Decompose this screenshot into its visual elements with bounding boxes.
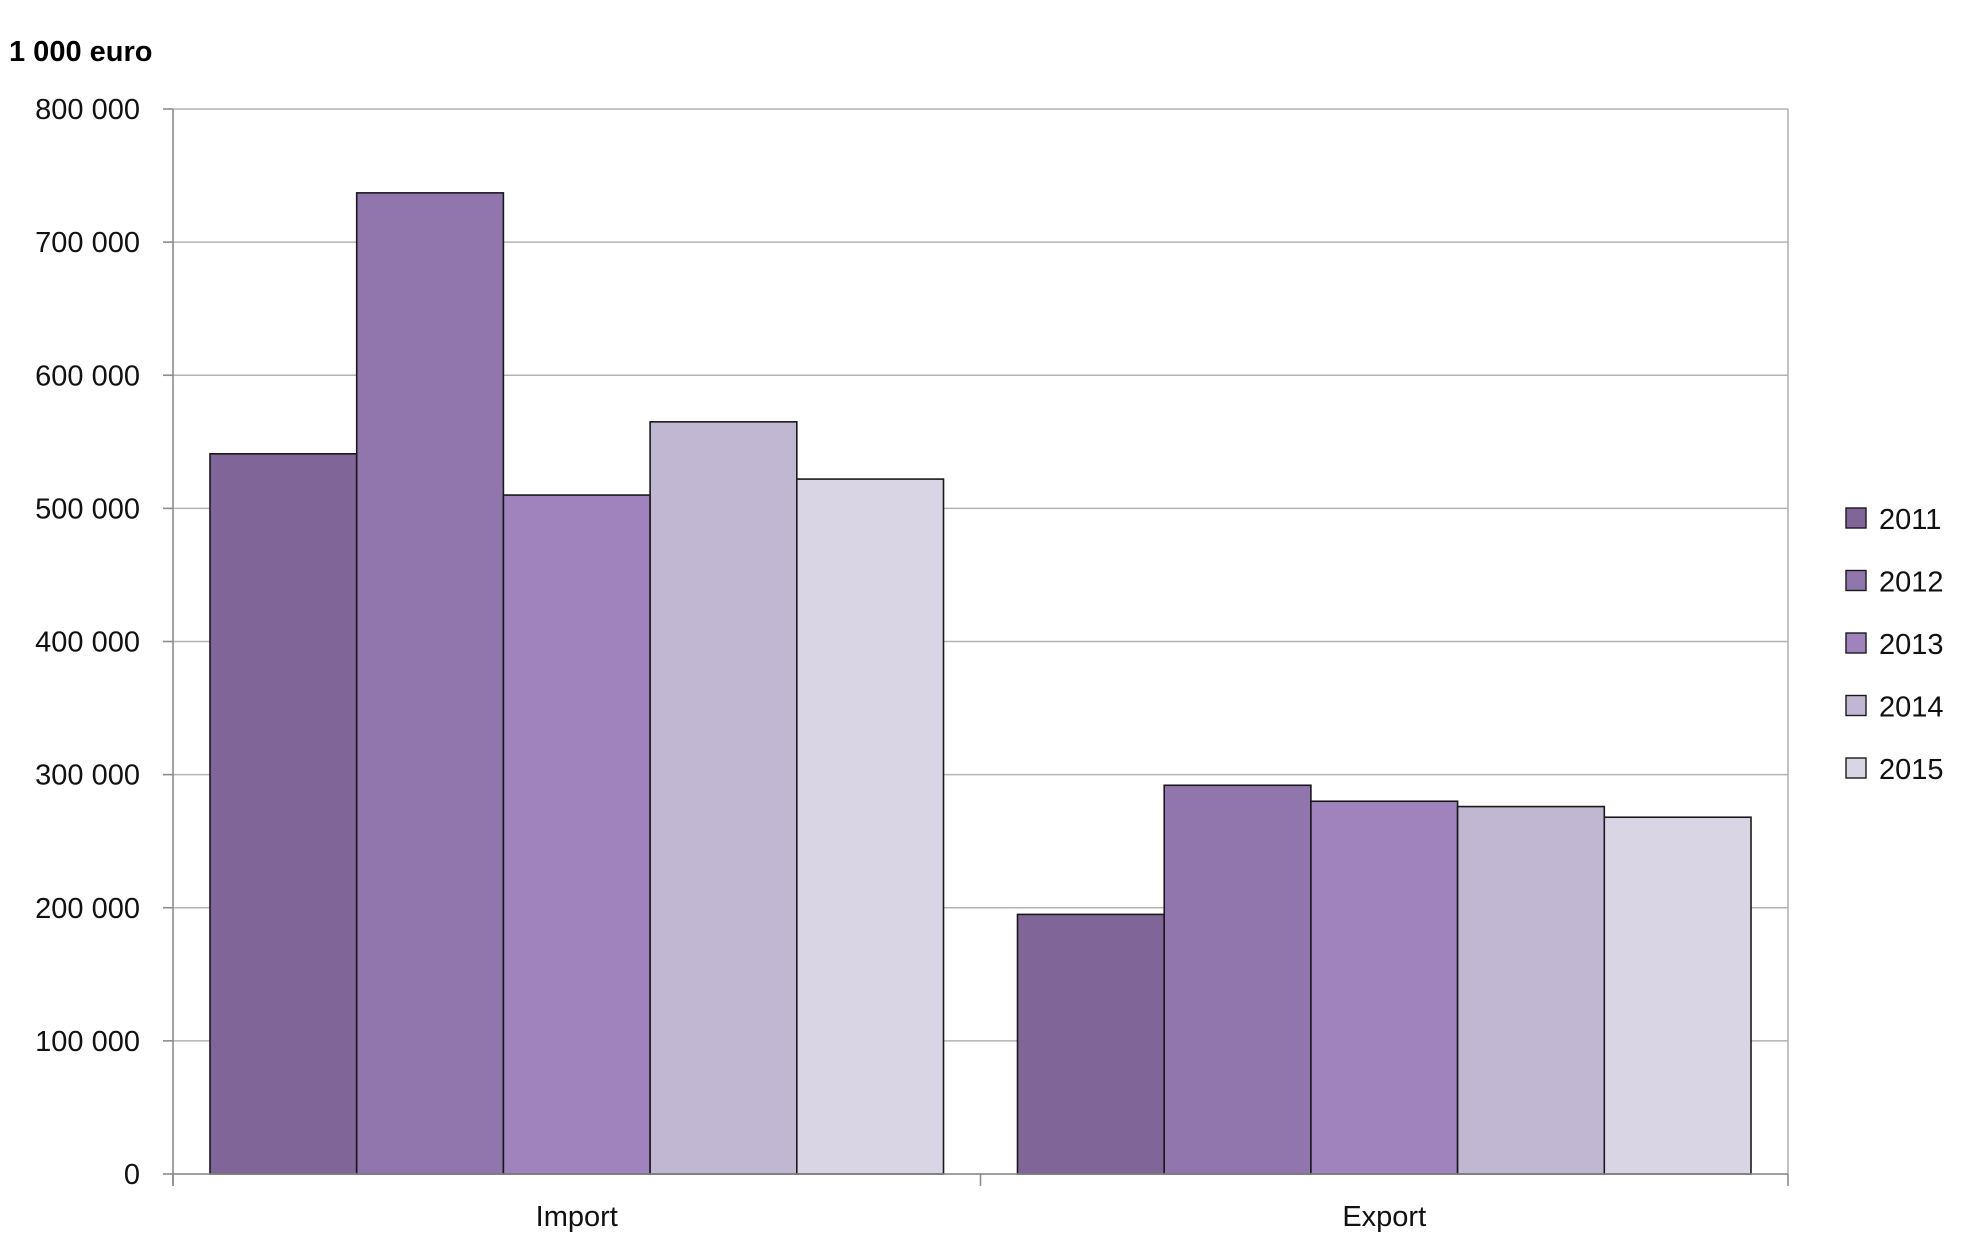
bar-export-2015 <box>1603 816 1752 1175</box>
y-tick-label: 200 000 <box>35 893 140 925</box>
legend-swatch-2012 <box>1845 569 1867 592</box>
axes: 0 100 000 200 000 300 000 400 000 500 000 600 … <box>35 94 1789 1233</box>
legend-swatch-2011 <box>1845 507 1867 529</box>
x-tick-label: Export <box>1342 1201 1426 1233</box>
y-tick-label: 600 000 <box>35 360 140 392</box>
y-tick-label: 100 000 <box>35 1026 140 1058</box>
bar-import-2013 <box>502 494 651 1175</box>
bar-export-2014 <box>1456 805 1606 1175</box>
bar-export-2011 <box>1016 913 1165 1175</box>
bar-import-2014 <box>649 421 798 1175</box>
x-tick-label: Import <box>536 1201 618 1233</box>
legend: 2011 2012 2013 2014 2015 <box>1845 504 1944 786</box>
bar-export-2013 <box>1310 800 1459 1175</box>
legend-swatch-2014 <box>1845 694 1867 717</box>
y-tick-label: 800 000 <box>35 94 140 126</box>
y-axis-unit-label: 1 000 euro <box>9 36 153 68</box>
legend-label-2014: 2014 <box>1879 692 1944 724</box>
y-tick-label: 700 000 <box>35 227 140 259</box>
bars <box>209 192 1752 1175</box>
legend-swatch-2015 <box>1845 757 1867 779</box>
legend-swatch-2013 <box>1845 632 1867 654</box>
legend-label-2013: 2013 <box>1879 629 1944 661</box>
y-tick-label: 0 <box>124 1159 140 1191</box>
legend-label-2015: 2015 <box>1879 754 1944 786</box>
legend-label-2011: 2011 <box>1879 504 1941 536</box>
bar-import-2015 <box>795 478 945 1175</box>
y-tick-label: 500 000 <box>35 493 140 525</box>
bar-export-2012 <box>1163 784 1312 1175</box>
bar-import-2012 <box>355 192 505 1175</box>
bar-import-2011 <box>209 452 358 1175</box>
y-tick-label: 400 000 <box>35 627 140 659</box>
y-tick-label: 300 000 <box>35 760 140 792</box>
legend-label-2012: 2012 <box>1879 567 1944 599</box>
